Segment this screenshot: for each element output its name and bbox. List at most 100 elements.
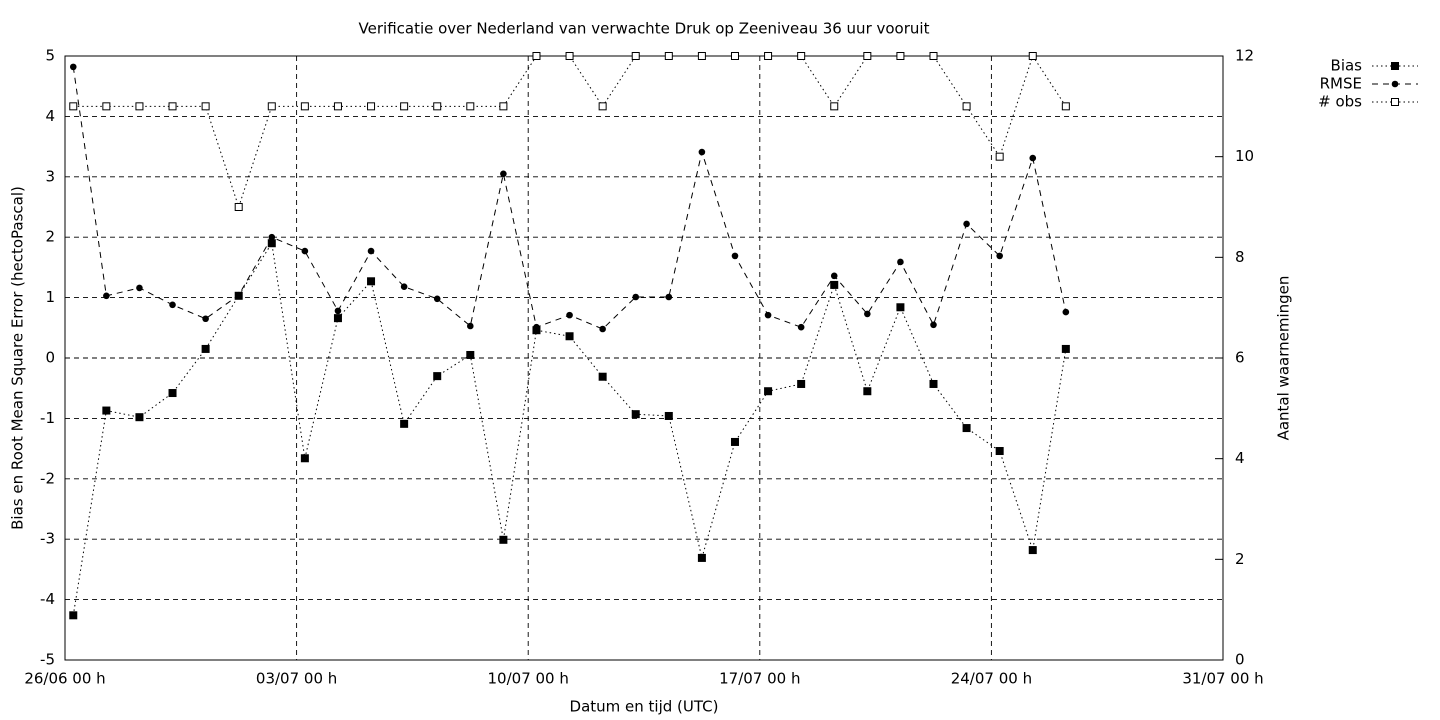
data-point	[532, 52, 541, 60]
data-point	[467, 322, 474, 330]
data-point	[730, 52, 739, 60]
data-point	[400, 102, 409, 111]
data-point	[168, 389, 177, 398]
data-point	[631, 52, 640, 60]
y2-tick-label: 8	[1235, 248, 1245, 266]
data-point	[1061, 344, 1070, 353]
data-point	[730, 437, 739, 446]
data-point	[201, 102, 210, 111]
y-tick-label: 0	[45, 349, 55, 367]
data-point	[135, 413, 144, 422]
data-point	[400, 283, 408, 291]
data-point	[566, 311, 573, 319]
x-tick-label: 03/07 00 h	[256, 670, 337, 688]
series-line	[72, 66, 1067, 330]
data-point	[565, 332, 574, 341]
x-tick-label: 26/06 00 h	[24, 670, 105, 688]
data-point	[202, 315, 209, 323]
data-point	[863, 52, 872, 60]
data-point	[830, 102, 839, 111]
data-point	[400, 419, 409, 428]
x-tick-label: 10/07 00 h	[488, 670, 569, 688]
data-point	[963, 220, 970, 228]
data-point	[764, 387, 773, 396]
data-point	[169, 301, 176, 309]
y-tick-label: -2	[40, 469, 55, 487]
y2-tick-label: 6	[1235, 349, 1245, 367]
x-tick-label: 31/07 00 h	[1182, 670, 1263, 688]
y-tick-label: -4	[40, 590, 55, 608]
data-point	[102, 406, 111, 415]
y-axis-label: Bias en Root Mean Square Error (hectoPas…	[9, 186, 27, 530]
data-point	[367, 102, 376, 111]
data-point	[333, 102, 342, 111]
chart-title: Verificatie over Nederland van verwachte…	[359, 20, 930, 38]
y-tick-label: -5	[40, 651, 55, 669]
data-point	[499, 102, 508, 111]
data-point	[929, 379, 938, 388]
y-tick-label: -1	[40, 409, 55, 427]
data-point	[930, 321, 937, 329]
legend-marker	[1391, 80, 1399, 88]
y2-tick-label: 12	[1235, 47, 1254, 65]
y2-tick-label: 0	[1235, 651, 1245, 669]
data-point	[698, 148, 706, 156]
y-tick-label: 3	[45, 167, 55, 185]
data-point	[598, 372, 607, 381]
data-point	[367, 277, 376, 286]
data-point	[864, 310, 871, 318]
data-point	[962, 102, 971, 111]
data-point	[697, 553, 706, 562]
data-point	[301, 247, 309, 255]
data-point	[797, 323, 805, 331]
data-point	[102, 102, 111, 111]
data-point	[334, 307, 342, 315]
y2-tick-label: 10	[1235, 147, 1254, 165]
legend-label: # obs	[1318, 93, 1362, 111]
y2-tick-label: 2	[1235, 550, 1245, 568]
data-point	[1028, 52, 1037, 60]
data-point	[333, 314, 342, 323]
x-tick-label: 17/07 00 h	[719, 670, 800, 688]
data-point	[234, 203, 243, 211]
data-point	[731, 252, 739, 260]
data-point	[897, 258, 904, 266]
data-point	[565, 52, 574, 60]
data-point	[1061, 102, 1070, 111]
y-tick-label: 2	[45, 228, 55, 246]
x-axis-label: Datum en tijd (UTC)	[570, 698, 719, 716]
y-tick-label: 4	[45, 107, 55, 125]
data-point	[367, 247, 375, 255]
y2-axis-label: Aantal waarnemingen	[1275, 276, 1293, 441]
y2-tick-label: 4	[1235, 449, 1245, 467]
series-line	[72, 241, 1067, 616]
data-point	[797, 379, 806, 388]
data-point	[896, 52, 905, 60]
data-point	[995, 152, 1004, 161]
data-point	[103, 292, 110, 300]
data-point	[664, 52, 673, 60]
data-point	[929, 52, 938, 60]
data-point	[697, 52, 706, 60]
data-point	[631, 410, 640, 419]
data-point	[599, 325, 606, 333]
data-point	[235, 291, 242, 299]
data-point	[533, 323, 540, 331]
data-point	[268, 233, 276, 241]
data-point	[135, 102, 144, 111]
data-point	[499, 535, 508, 544]
data-point	[598, 102, 607, 111]
legend-marker	[1391, 98, 1399, 106]
data-point	[764, 52, 773, 60]
data-point	[896, 303, 905, 312]
data-point	[433, 295, 441, 303]
y-tick-label: 1	[45, 288, 55, 306]
data-point	[201, 344, 210, 353]
x-tick-label: 24/07 00 h	[951, 670, 1032, 688]
data-point	[830, 280, 839, 289]
data-point	[300, 102, 309, 111]
data-point	[466, 350, 475, 359]
legend-marker	[1391, 62, 1399, 70]
data-point	[830, 272, 838, 280]
